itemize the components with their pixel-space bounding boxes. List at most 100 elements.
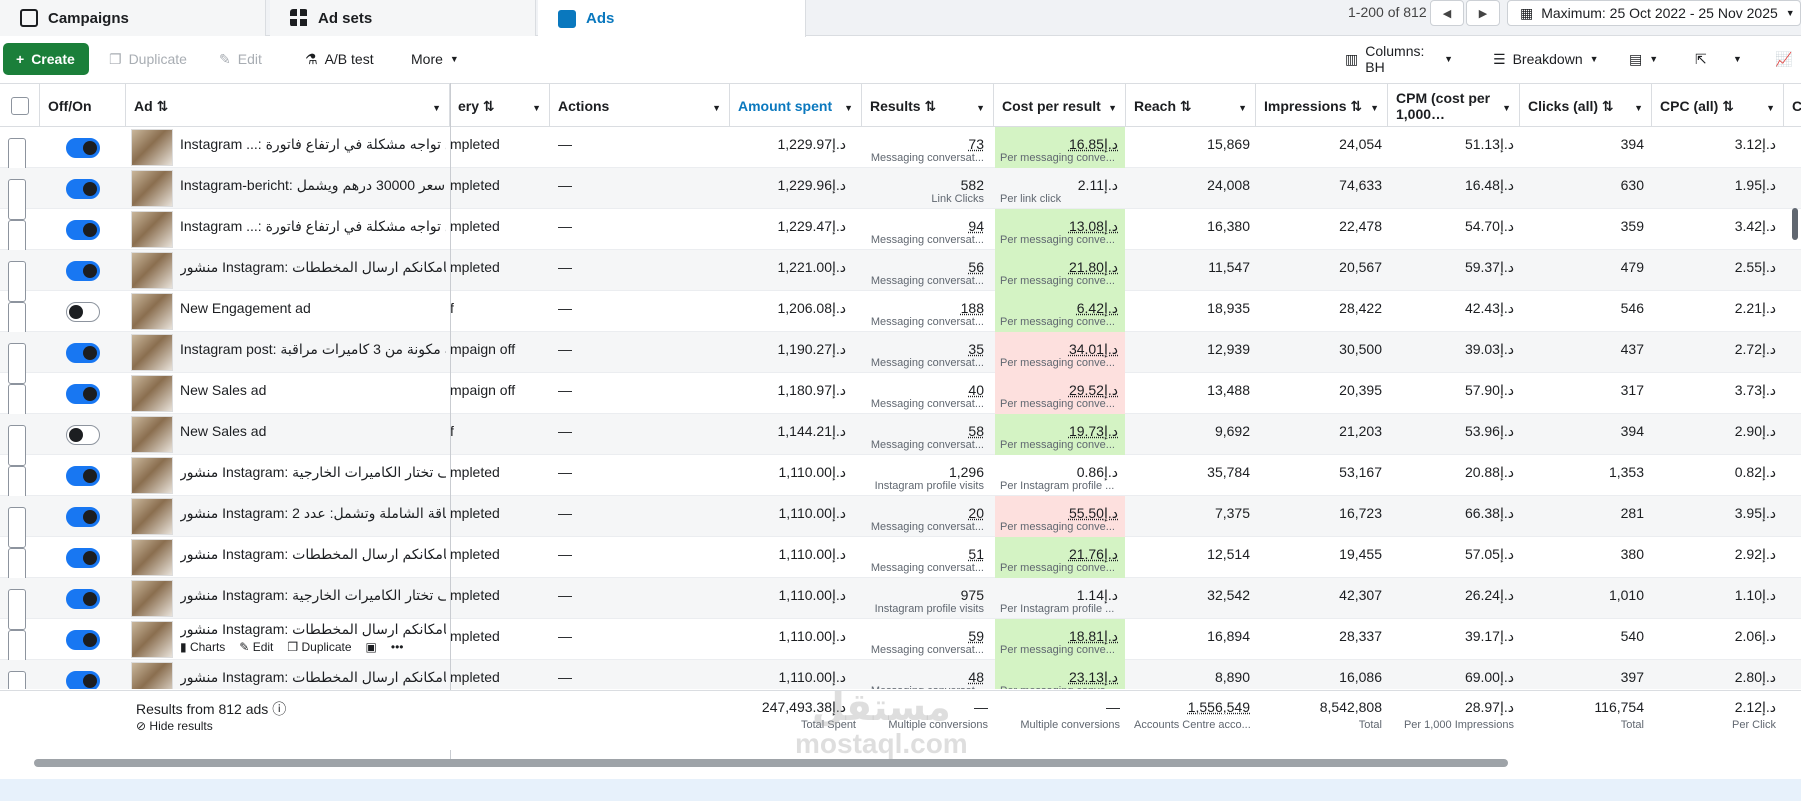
header-cpc[interactable]: CPC (all) ⇅ ▼ bbox=[1652, 84, 1784, 127]
header-amount-spent[interactable]: Amount spent ▼ bbox=[730, 84, 862, 127]
export-button[interactable]: ⇱ bbox=[1682, 43, 1718, 75]
row-toggle[interactable] bbox=[66, 466, 100, 486]
header-cpm-label: CPM (cost per 1,000… bbox=[1396, 89, 1491, 122]
header-clicks[interactable]: Clicks (all) ⇅ ▼ bbox=[1520, 84, 1652, 127]
header-onoff[interactable]: Off/On bbox=[40, 84, 126, 127]
charts-button[interactable]: 📈 bbox=[1762, 43, 1798, 75]
more-options-icon[interactable]: ••• bbox=[390, 640, 404, 654]
row-toggle[interactable] bbox=[66, 261, 100, 281]
row-toggle[interactable] bbox=[66, 589, 100, 609]
row-toggle[interactable] bbox=[66, 302, 100, 322]
hide-results-button[interactable]: ⊘ Hide results bbox=[136, 719, 213, 733]
row-toggle[interactable] bbox=[66, 507, 100, 527]
ad-name[interactable]: Instagram post: باقة مكونة من 3 كاميرات … bbox=[180, 341, 446, 357]
header-results[interactable]: Results ⇅ ▼ bbox=[862, 84, 994, 127]
clicks-value: 540 bbox=[1620, 628, 1644, 644]
prev-page-button[interactable]: ◀ bbox=[1430, 0, 1464, 26]
ad-name[interactable]: منشور Instagram: الباقة الشاملة وتشمل: ع… bbox=[180, 505, 446, 521]
table-row[interactable]: New Sales ad mpaign off — د.إ1,180.97 40 Mess… bbox=[0, 373, 1801, 425]
image-icon[interactable]: ▣ bbox=[365, 640, 377, 654]
table-row[interactable]: Instagram ...: هل تواجه مشكلة في ارتفاع … bbox=[0, 209, 1801, 261]
header-impressions[interactable]: Impressions ⇅ ▼ bbox=[1256, 84, 1388, 127]
create-button[interactable]: + Create bbox=[3, 43, 89, 75]
table-row[interactable]: منشور Instagram: بامكانكم ارسال المخططات… bbox=[0, 660, 1801, 689]
table-row[interactable]: New Engagement ad f — د.إ1,206.08 188 Messagi… bbox=[0, 291, 1801, 343]
header-delivery[interactable]: ery ⇅ ▼ bbox=[450, 84, 550, 127]
more-button[interactable]: More ▼ bbox=[398, 43, 472, 75]
table-row[interactable]: Instagram-bericht: سعر 30000 درهم ويشمل.… bbox=[0, 168, 1801, 220]
ad-name[interactable]: New Engagement ad bbox=[180, 300, 311, 316]
ad-name[interactable]: Instagram ...: هل تواجه مشكلة في ارتفاع … bbox=[180, 218, 446, 234]
next-page-button[interactable]: ▶ bbox=[1466, 0, 1500, 26]
row-toggle[interactable] bbox=[66, 548, 100, 568]
header-onoff-label: Off/On bbox=[48, 97, 92, 114]
edit-button[interactable]: ✎ Edit bbox=[206, 43, 276, 75]
ad-name[interactable]: Instagram ...: هل تواجه مشكلة في ارتفاع … bbox=[180, 136, 446, 152]
ad-name[interactable]: New Sales ad bbox=[180, 423, 267, 439]
table-row[interactable]: منشور Instagram: بامكانكم ارسال المخططات… bbox=[0, 537, 1801, 589]
ad-name[interactable]: منشور Instagram: بامكانكم ارسال المخططات… bbox=[180, 669, 446, 685]
charts-link[interactable]: ▮ Charts bbox=[180, 640, 225, 654]
table-row[interactable]: منشور Instagram: الباقة الشاملة وتشمل: ع… bbox=[0, 496, 1801, 548]
impressions-value: 28,422 bbox=[1339, 300, 1382, 316]
row-toggle[interactable] bbox=[66, 138, 100, 158]
vertical-scrollbar[interactable] bbox=[1792, 208, 1798, 240]
tab-ads[interactable]: Ads bbox=[538, 0, 806, 37]
row-checkbox[interactable] bbox=[8, 179, 26, 220]
row-toggle[interactable] bbox=[66, 630, 100, 650]
row-toggle[interactable] bbox=[66, 384, 100, 404]
info-icon[interactable]: ⓘ bbox=[272, 701, 287, 717]
chevron-down-icon: ▼ bbox=[1634, 103, 1643, 113]
export-menu-button[interactable]: ▼ bbox=[1720, 43, 1750, 75]
date-range-picker[interactable]: ▦ Maximum: 25 Oct 2022 - 25 Nov 2025 ▼ bbox=[1507, 0, 1801, 26]
amount-spent: د.إ1,110.00 bbox=[778, 546, 846, 562]
horizontal-scrollbar[interactable] bbox=[34, 759, 1508, 767]
breakdown-button[interactable]: ☰ Breakdown ▼ bbox=[1480, 43, 1604, 75]
row-checkbox[interactable] bbox=[8, 425, 26, 466]
table-row[interactable]: منشور Instagram: بامكانكم ارسال المخططات… bbox=[0, 250, 1801, 302]
table-row[interactable]: Instagram post: باقة مكونة من 3 كاميرات … bbox=[0, 332, 1801, 384]
impressions-value: 20,567 bbox=[1339, 259, 1382, 275]
ad-name[interactable]: Instagram-bericht: سعر 30000 درهم ويشمل.… bbox=[180, 177, 446, 193]
select-all-checkbox[interactable] bbox=[10, 96, 29, 115]
row-toggle[interactable] bbox=[66, 671, 100, 689]
table-row[interactable]: منشور Instagram: كيف تختار الكاميرات الخ… bbox=[0, 578, 1801, 630]
delivery-status: mpaign off bbox=[450, 382, 516, 398]
table-row[interactable]: New Sales ad f — د.إ1,144.21 58 Messaging con… bbox=[0, 414, 1801, 466]
row-toggle[interactable] bbox=[66, 179, 100, 199]
reports-button[interactable]: ▤ ▼ bbox=[1616, 43, 1672, 75]
table-row[interactable]: منشور Instagram: كيف تختار الكاميرات الخ… bbox=[0, 455, 1801, 507]
row-checkbox[interactable] bbox=[8, 261, 26, 302]
cpm-value: د.إ69.00 bbox=[1464, 669, 1514, 685]
duplicate-button[interactable]: ❐ Duplicate bbox=[96, 43, 200, 75]
ad-name[interactable]: منشور Instagram: كيف تختار الكاميرات الخ… bbox=[180, 587, 446, 603]
duplicate-link[interactable]: ❐ Duplicate bbox=[287, 640, 351, 654]
ad-name[interactable]: New Sales ad bbox=[180, 382, 267, 398]
header-cpm[interactable]: CPM (cost per 1,000… ▼ bbox=[1388, 84, 1520, 127]
columns-button[interactable]: ▥ Columns: BH ▼ bbox=[1332, 43, 1466, 75]
row-checkbox[interactable] bbox=[8, 507, 26, 548]
table-row[interactable]: منشور Instagram: بامكانكم ارسال المخططات… bbox=[0, 619, 1801, 671]
row-toggle[interactable] bbox=[66, 425, 100, 445]
table-row[interactable]: Instagram ...: هل تواجه مشكلة في ارتفاع … bbox=[0, 127, 1801, 179]
row-checkbox[interactable] bbox=[8, 343, 26, 384]
ad-name[interactable]: منشور Instagram: بامكانكم ارسال المخططات… bbox=[180, 546, 446, 562]
ad-name[interactable]: منشور Instagram: بامكانكم ارسال المخططات… bbox=[180, 621, 446, 637]
header-ctr[interactable]: CT bbox=[1784, 84, 1801, 127]
ab-test-button[interactable]: ⚗ A/B test bbox=[292, 43, 388, 75]
header-ad[interactable]: Ad ⇅ ▼ bbox=[126, 84, 450, 127]
ad-name[interactable]: منشور Instagram: بامكانكم ارسال المخططات… bbox=[180, 259, 446, 275]
header-actions[interactable]: Actions ▼ bbox=[550, 84, 730, 127]
row-toggle[interactable] bbox=[66, 220, 100, 240]
cost-per-result: د.إ29.52 bbox=[1068, 382, 1118, 398]
edit-link[interactable]: ✎ Edit bbox=[239, 640, 273, 654]
header-reach[interactable]: Reach ⇅ ▼ bbox=[1126, 84, 1256, 127]
row-toggle[interactable] bbox=[66, 343, 100, 363]
tab-campaigns[interactable]: Campaigns bbox=[0, 0, 266, 36]
tab-ad-sets[interactable]: Ad sets bbox=[270, 0, 536, 36]
row-checkbox[interactable] bbox=[8, 671, 26, 689]
header-cost-per-result[interactable]: Cost per result ▼ bbox=[994, 84, 1126, 127]
ad-name[interactable]: منشور Instagram: كيف تختار الكاميرات الخ… bbox=[180, 464, 446, 480]
row-checkbox[interactable] bbox=[8, 589, 26, 630]
clicks-value: 479 bbox=[1620, 259, 1644, 275]
